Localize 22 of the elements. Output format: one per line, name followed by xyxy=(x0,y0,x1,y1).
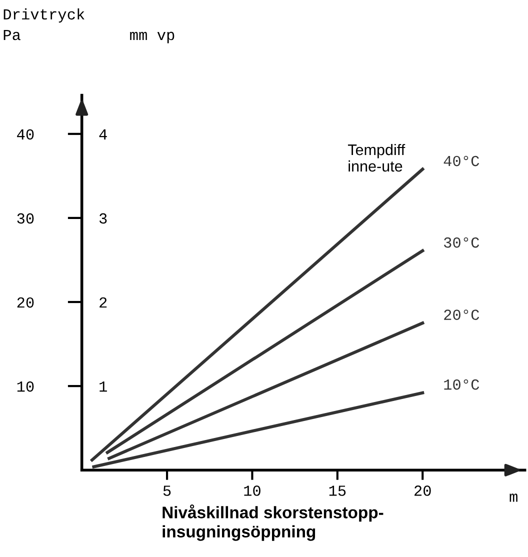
y2-tick-label: 4 xyxy=(99,129,107,140)
y2-tick-label: 1 xyxy=(100,382,107,392)
series-label: 10°C xyxy=(444,379,480,390)
x-tick-label: 15 xyxy=(329,486,346,496)
y2-axis-title: mm vp xyxy=(130,32,174,44)
y-tick-label: 10 xyxy=(17,381,34,392)
y-tick-label: 40 xyxy=(17,129,34,140)
y-axis-title: Pa xyxy=(4,30,20,40)
y-tick-label: 30 xyxy=(17,213,34,224)
series-label: 20°C xyxy=(444,310,480,320)
x-tick-label: 10 xyxy=(244,486,260,496)
x-axis-title: Nivåskillnad skorstenstopp- insugningsöppning xyxy=(162,504,384,541)
chart-title: Drivtryck xyxy=(4,8,84,23)
legend-title: Tempdiff inne-ute xyxy=(348,144,406,172)
series-label: 40°C xyxy=(444,156,480,166)
x-tick-label: 5 xyxy=(163,486,171,496)
y2-tick-label: 3 xyxy=(99,213,107,224)
y2-tick-label: 2 xyxy=(100,297,107,308)
y-tick-label: 20 xyxy=(17,297,34,308)
text: m xyxy=(510,494,518,502)
series-label: 30°C xyxy=(444,237,480,248)
x-tick-label: 20 xyxy=(414,486,431,496)
